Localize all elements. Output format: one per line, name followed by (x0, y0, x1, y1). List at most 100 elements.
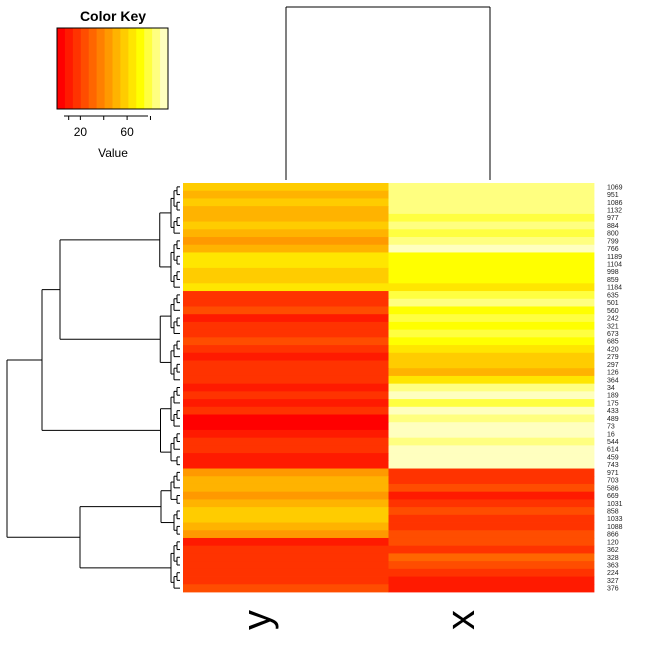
heatmap-cell (388, 468, 595, 477)
row-label: 586 (607, 485, 619, 492)
row-label: 766 (607, 246, 619, 253)
heatmap-cell (388, 561, 595, 570)
heatmap-cell (388, 491, 595, 500)
row-label: 120 (607, 539, 619, 546)
heatmap-cell (183, 406, 389, 415)
color-key-swatch (120, 28, 129, 109)
row-label: 126 (607, 370, 619, 377)
row-label: 420 (607, 346, 619, 353)
color-key-swatch (144, 28, 153, 109)
heatmap-cell (183, 213, 389, 222)
heatmap-cell (183, 437, 389, 446)
heatmap-cell (183, 537, 389, 547)
heatmap-cell (183, 252, 389, 261)
color-key-swatch (128, 28, 137, 109)
heatmap-cell (183, 321, 389, 331)
heatmap-cell (388, 306, 595, 315)
column-dendrogram (285, 6, 491, 180)
heatmap-cell (183, 298, 389, 307)
row-label: 998 (607, 269, 619, 276)
heatmap-cell (388, 291, 595, 300)
heatmap-cell (183, 476, 389, 485)
color-key-tick-label: 20 (74, 125, 88, 139)
color-key-xlabel: Value (98, 146, 128, 160)
heatmap-cell (388, 229, 595, 238)
heatmap-cell (183, 229, 389, 238)
color-key-swatch (96, 28, 106, 109)
heatmap-cell (183, 283, 389, 292)
row-label: 73 (607, 424, 615, 431)
heatmap-cell (183, 260, 389, 269)
heatmap-cell (183, 530, 389, 539)
row-label: 560 (607, 308, 619, 315)
row-label: 489 (607, 416, 619, 423)
row-label: 224 (607, 570, 619, 577)
heatmap-cell (183, 314, 389, 323)
heatmap-cell (388, 576, 595, 585)
color-key-swatch (152, 28, 161, 109)
heatmap-cell (183, 445, 389, 454)
row-label: 327 (607, 578, 619, 585)
heatmap-cell (388, 237, 595, 246)
heatmap-cell (388, 267, 595, 277)
heatmap-cell (183, 267, 389, 277)
color-key-swatch (88, 28, 98, 109)
row-label: 459 (607, 454, 619, 461)
row-label: 433 (607, 408, 619, 415)
heatmap-cell (183, 275, 389, 284)
row-label: 297 (607, 362, 619, 369)
heatmap-cell (388, 414, 595, 423)
heatmap-cell (388, 329, 595, 338)
column-labels: y x (235, 610, 483, 630)
heatmap-cell (388, 437, 595, 446)
row-label: 501 (607, 300, 619, 307)
heatmap-cell (388, 406, 595, 415)
color-key-swatch (104, 28, 113, 109)
heatmap-cell (183, 460, 389, 469)
row-label: 799 (607, 238, 619, 245)
row-label: 1031 (607, 501, 623, 508)
row-label: 328 (607, 555, 619, 562)
column-label-x: x (439, 610, 483, 630)
heatmap-cell (388, 321, 595, 331)
heatmap-cell (388, 213, 595, 222)
row-label: 279 (607, 354, 619, 361)
row-label: 242 (607, 316, 619, 323)
row-label: 614 (607, 447, 619, 454)
heatmap-cell (388, 530, 595, 539)
row-label: 673 (607, 331, 619, 338)
heatmap-cell (183, 198, 389, 207)
heatmap-cell (183, 429, 389, 439)
heatmap-cell (388, 314, 595, 323)
heatmap-cell (183, 244, 389, 253)
heatmap-cell (388, 499, 595, 508)
heatmap-cell (388, 391, 595, 400)
heatmap-cell (388, 275, 595, 284)
row-label: 951 (607, 192, 619, 199)
heatmap-cell (183, 584, 389, 593)
heatmap-cell (183, 368, 389, 377)
heatmap-cell (388, 476, 595, 485)
heatmap-cell (388, 298, 595, 307)
heatmap-cell (388, 221, 595, 230)
heatmap-cell (183, 576, 389, 585)
row-label: 1184 (607, 285, 622, 292)
heatmap-cell (183, 399, 389, 408)
row-label: 364 (607, 377, 619, 384)
row-label: 1132 (607, 208, 622, 215)
color-key-bar (57, 28, 169, 109)
heatmap-cell (388, 399, 595, 408)
row-dendrogram (6, 186, 180, 589)
row-label: 1033 (607, 516, 623, 523)
heatmap-cell (388, 198, 595, 207)
heatmap-cell (183, 468, 389, 477)
row-label: 977 (607, 215, 619, 222)
row-label: 544 (607, 439, 619, 446)
heatmap-cell (388, 260, 595, 269)
heatmap-cell (183, 306, 389, 315)
row-label: 884 (607, 223, 619, 230)
heatmap-cell (388, 352, 595, 361)
heatmap-cell (388, 345, 595, 354)
color-key-swatch (112, 28, 121, 109)
